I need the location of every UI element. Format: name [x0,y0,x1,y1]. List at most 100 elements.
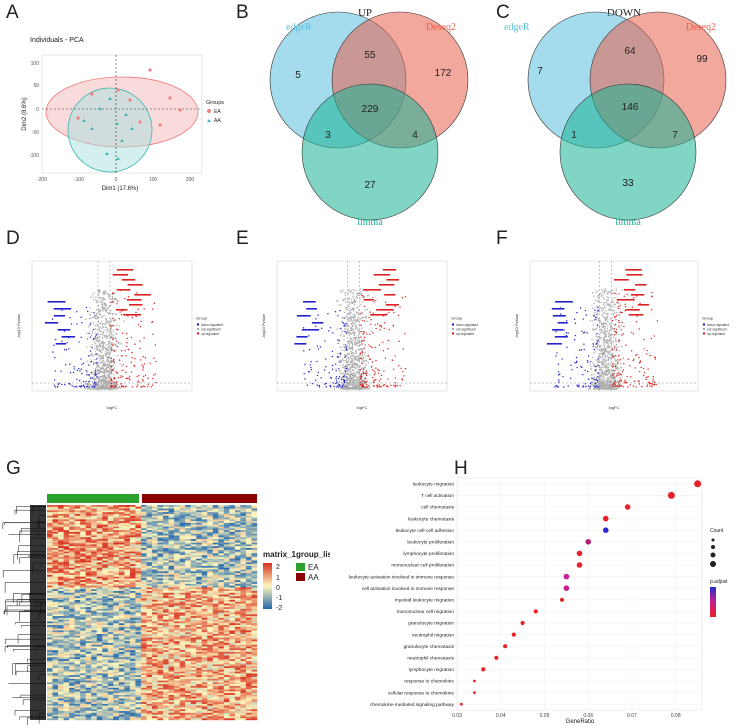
volcano-point-down [341,386,343,388]
heatmap-cell [190,530,197,533]
volcano-point [95,314,97,316]
heatmap-cell [124,539,131,542]
heatmap-cell [179,510,186,513]
heatmap-cell [234,546,241,549]
volcano-point [354,378,357,381]
heatmap-cell [52,555,59,558]
heatmap-cell [240,517,247,520]
volcano-point-up [142,378,144,381]
volcano-point-up [611,348,614,351]
volcano-point [344,297,347,300]
volcano-point [340,346,343,348]
volcano-point [345,381,347,384]
volcano-point-up [110,369,112,371]
volcano-point [95,338,97,340]
volcano-point-up [144,374,147,377]
volcano-point-up [618,293,620,295]
volcano-point [109,331,111,333]
heatmap-cell [229,540,236,543]
volcano-point-up [121,375,124,378]
heatmap-cell [146,537,153,540]
heatmap-cell [223,556,230,559]
volcano-point [91,380,94,383]
heatmap-cell [63,555,70,558]
heatmap-cell [223,530,230,533]
volcano-point-up [621,321,623,324]
volcano-point-up [121,369,123,372]
volcano-point-down [317,371,320,374]
heatmap-cell [196,555,202,558]
heatmap-cell [140,512,147,515]
volcano-point [355,300,357,302]
volcano-point [356,372,358,374]
volcano-point-down [338,368,340,370]
volcano-point-down [581,366,583,369]
volcano-point-up [130,371,133,373]
volcano-point-up [143,385,146,388]
volcano-point-up [142,355,144,358]
volcano-point [103,294,105,296]
volcano-point [352,297,355,299]
heatmap-cell [118,558,125,561]
volcano-point [345,292,347,294]
pca-point [138,120,142,124]
volcano-point [613,309,615,311]
heatmap-cell [74,517,81,520]
volcano-point [357,348,360,351]
heatmap-cell [135,519,142,522]
volcano-point [356,328,359,331]
volcano-legend-item: up-regulated [707,332,725,336]
volcano-point [103,376,106,378]
volcano-point [97,382,99,385]
heatmap-cell [146,522,153,525]
volcano-point [106,320,109,322]
heatmap-cell [157,548,164,550]
heatmap-cell [245,521,252,524]
heatmap-cell [63,512,70,515]
heatmap-cell [102,548,108,550]
volcano-point [104,323,107,326]
heatmap-cell [85,512,92,515]
volcano-point-down [325,382,327,385]
heatmap-cell [190,553,197,556]
volcano-point-up [154,344,157,346]
heatmap-cell [85,551,92,554]
heatmap-cell [58,549,64,552]
heatmap-cell [223,519,230,522]
volcano-point [607,344,609,346]
volcano-point-down [88,380,91,382]
volcano-point [351,369,354,371]
heatmap-cell [245,535,252,538]
volcano-point-down [589,382,592,385]
volcano-point [345,359,348,361]
venn-up-count-edger-only: 5 [295,70,301,81]
volcano-point-up [115,298,117,300]
volcano-point [101,325,104,327]
heatmap-cell [218,521,225,524]
volcano-point-up [398,340,400,343]
volcano-point [355,380,358,383]
volcano-legend-title: Group [196,316,208,321]
volcano-point [99,330,101,332]
volcano-point-up [383,322,386,324]
volcano-point [100,297,103,299]
volcano-point-down [70,323,73,325]
volcano-point-up [154,373,156,375]
heatmap-cell [240,528,247,531]
volcano-point-up [617,355,620,357]
heatmap-cell [58,558,64,561]
heatmap-cell [163,542,169,545]
volcano-point-down [591,381,593,384]
pca-legend-ea-key [207,109,211,113]
heatmap-cell [251,531,258,534]
venn-up-count-deseq2-only: 172 [435,68,452,79]
volcano-point [350,317,352,319]
volcano-point-up [633,358,635,360]
volcano-point [607,312,609,315]
volcano-point-down [95,372,97,374]
heatmap-cell [174,508,180,511]
volcano-point [616,379,619,382]
volcano-point [599,369,602,371]
volcano-point [605,388,607,390]
volcano-point [356,365,359,368]
